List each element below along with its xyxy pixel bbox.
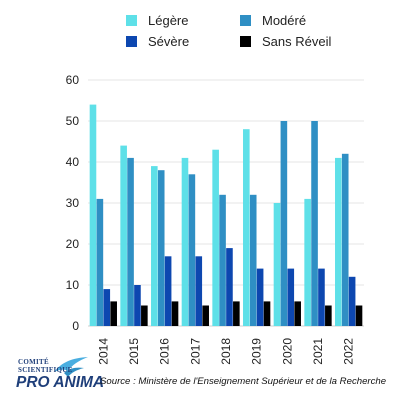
y-tick-label: 40 — [66, 155, 80, 169]
bar-sans-r-veil-2021 — [325, 305, 332, 326]
x-tick-label: 2016 — [158, 338, 172, 365]
logo-line-2: SCIENTIFIQUE — [18, 366, 73, 374]
legend: Légère Modéré Sévère Sans Réveil — [126, 13, 331, 49]
legend-label: Sans Réveil — [262, 34, 331, 49]
bar-mod-r--2015 — [127, 157, 134, 326]
legend-label: Modéré — [262, 13, 306, 28]
x-tick-label: 2022 — [342, 338, 356, 365]
legend-swatch — [240, 36, 251, 47]
bar-l-g-re-2017 — [181, 157, 189, 326]
bar-l-g-re-2014 — [89, 104, 97, 326]
bar-l-g-re-2019 — [243, 129, 250, 326]
legend-swatch — [126, 15, 137, 26]
bar-l-g-re-2022 — [335, 157, 342, 326]
bar-s-v-re-2022 — [348, 276, 356, 326]
y-tick-label: 30 — [66, 196, 80, 210]
bar-s-v-re-2015 — [134, 285, 141, 326]
bar-mod-r--2014 — [96, 198, 104, 326]
legend-swatch — [126, 36, 137, 47]
bar-mod-r--2020 — [280, 121, 288, 326]
bar-s-v-re-2019 — [256, 268, 264, 326]
x-tick-label: 2014 — [96, 338, 110, 365]
bar-l-g-re-2016 — [151, 166, 158, 326]
bar-sans-r-veil-2015 — [141, 305, 148, 326]
bar-s-v-re-2016 — [164, 256, 172, 326]
bar-l-g-re-2015 — [120, 145, 127, 326]
x-tick-label: 2020 — [280, 338, 294, 365]
bar-sans-r-veil-2019 — [263, 301, 271, 326]
bar-l-g-re-2018 — [212, 149, 219, 326]
bar-sans-r-veil-2018 — [233, 301, 240, 326]
bar-mod-r--2017 — [188, 174, 196, 326]
y-tick-label: 20 — [66, 237, 80, 251]
pro-anima-logo: COMITÉ SCIENTIFIQUE PRO ANIMA — [14, 356, 104, 396]
bar-l-g-re-2021 — [304, 198, 311, 326]
logo-line-1: COMITÉ — [18, 358, 49, 366]
bar-mod-r--2018 — [219, 194, 226, 326]
bar-mod-r--2019 — [249, 194, 257, 326]
bar-mod-r--2021 — [311, 121, 318, 326]
bar-sans-r-veil-2020 — [294, 301, 301, 326]
x-tick-label: 2017 — [188, 338, 202, 365]
bar-s-v-re-2018 — [226, 248, 233, 326]
x-tick-label: 2019 — [250, 338, 264, 365]
bird-icon — [54, 357, 88, 377]
x-axis-ticks: 2014 2015 2016 2017 2018 2019 2020 2021 2022 — [96, 338, 355, 365]
x-tick-label: 2015 — [127, 338, 141, 365]
y-tick-label: 10 — [66, 278, 80, 292]
y-tick-label: 50 — [66, 114, 80, 128]
bar-s-v-re-2021 — [318, 268, 325, 326]
logo-main-text: PRO ANIMA — [16, 374, 105, 391]
gridlines — [88, 79, 364, 327]
bar-sans-r-veil-2022 — [355, 305, 363, 326]
legend-label: Légère — [148, 13, 188, 28]
x-tick-label: 2021 — [311, 338, 325, 365]
x-tick-label: 2018 — [219, 338, 233, 365]
bar-sans-r-veil-2014 — [110, 301, 117, 326]
bar-s-v-re-2017 — [195, 256, 203, 326]
legend-label: Sévère — [148, 34, 189, 49]
bar-sans-r-veil-2017 — [202, 305, 209, 326]
bar-mod-r--2022 — [341, 153, 349, 326]
y-axis-ticks: 0 10 20 30 40 50 60 — [66, 73, 80, 333]
y-tick-label: 60 — [66, 73, 80, 87]
bar-sans-r-veil-2016 — [171, 301, 179, 326]
legend-swatch — [240, 15, 251, 26]
bar-l-g-re-2020 — [273, 203, 281, 326]
source-note: Source : Ministère de l'Enseignement Sup… — [100, 376, 387, 387]
bar-s-v-re-2020 — [287, 268, 295, 326]
bar-s-v-re-2014 — [103, 289, 111, 326]
y-tick-label: 0 — [72, 319, 79, 333]
bar-mod-r--2016 — [157, 170, 165, 326]
bars — [89, 104, 363, 326]
